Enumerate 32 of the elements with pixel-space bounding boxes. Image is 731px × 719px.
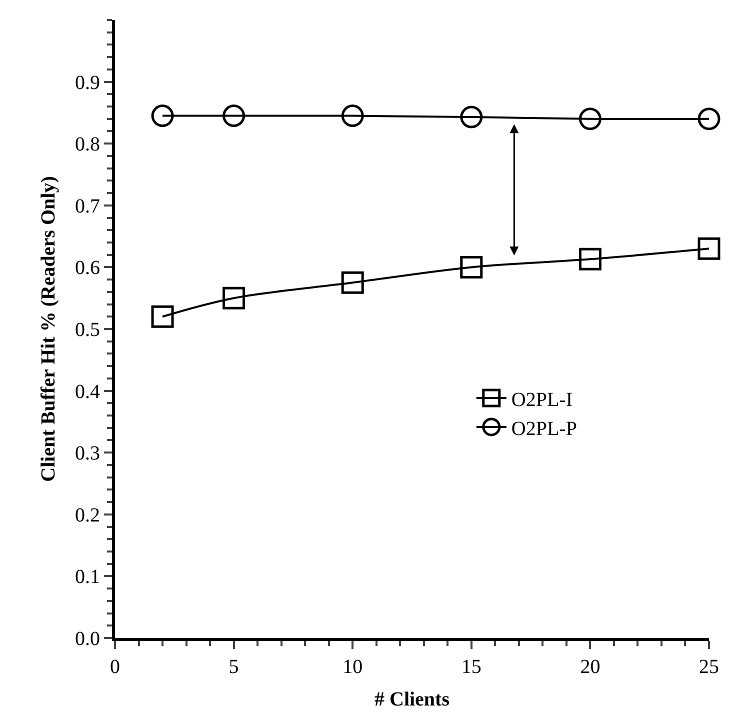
y-tick-label: 0.8 <box>75 134 100 156</box>
point <box>222 286 246 310</box>
y-tick-label: 0.2 <box>75 504 100 526</box>
point <box>151 104 174 128</box>
y-tick-label: 0.1 <box>75 566 100 588</box>
legend-label: O2PL-P <box>511 418 577 440</box>
point <box>578 248 602 270</box>
x-tick-label: 5 <box>228 656 239 678</box>
point <box>460 106 483 128</box>
y-tick-label: 0.0 <box>75 628 100 650</box>
point <box>698 108 720 130</box>
y-tick-label: 0.5 <box>75 319 100 341</box>
y-tick-label: 0.3 <box>75 442 100 465</box>
y-tick-label: 0.4 <box>75 380 100 403</box>
point <box>341 104 364 128</box>
y-axis-title: Client Buffer Hit % (Readers Only) <box>38 176 60 482</box>
y-tick-label: 0.9 <box>75 72 100 94</box>
x-tick-label: 10 <box>342 656 363 678</box>
point <box>222 104 246 128</box>
point <box>460 256 483 278</box>
y-tick-label: 0.6 <box>75 257 100 280</box>
point <box>341 271 364 294</box>
x-tick-label: 0 <box>110 656 120 678</box>
point <box>698 237 720 260</box>
x-tick-label: 20 <box>580 656 600 678</box>
x-tick-label: 15 <box>461 656 482 678</box>
legend-label: O2PL-I <box>511 388 573 411</box>
point <box>578 108 602 130</box>
x-tick-label: 25 <box>699 656 719 678</box>
y-tick-label: 0.7 <box>75 195 100 218</box>
x-axis-title: # Clients <box>374 688 450 710</box>
point <box>151 305 174 328</box>
